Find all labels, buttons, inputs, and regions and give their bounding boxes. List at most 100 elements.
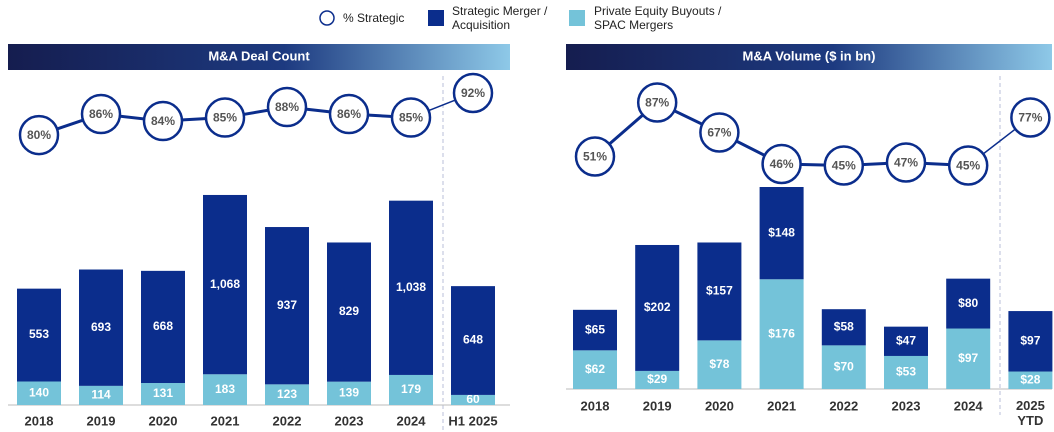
data-label: 114 (91, 388, 111, 402)
x-tick-label: H1 2025 (448, 413, 497, 428)
data-label: 123 (277, 387, 297, 401)
data-label: 45% (956, 159, 980, 173)
data-label: 1,038 (396, 280, 426, 294)
data-label: 648 (463, 333, 483, 347)
bar-segment (884, 326, 928, 356)
bar-segment (203, 374, 247, 405)
bar-segment (141, 270, 185, 384)
x-tick-label: 2024 (954, 398, 984, 413)
bar-segment (697, 242, 742, 341)
x-tick-label: 2018 (581, 398, 610, 413)
data-label: $202 (644, 300, 671, 314)
data-label: 668 (153, 319, 173, 333)
data-label: 85% (213, 111, 237, 125)
line-marker (80, 93, 122, 135)
data-label: 139 (339, 386, 359, 400)
line-marker (328, 93, 370, 135)
data-label: 84% (151, 114, 175, 128)
bar-segment (573, 309, 617, 351)
bar-segment (265, 227, 309, 385)
data-label: $97 (958, 351, 978, 365)
line-marker (574, 136, 616, 177)
x-tick-label: 2019 (643, 398, 672, 413)
bar-segment (203, 194, 247, 375)
line-marker (266, 86, 308, 128)
chart-title: M&A Volume ($ in bn) (743, 48, 876, 63)
bar-segment (759, 187, 804, 280)
x-tick-label: 2022 (273, 413, 302, 428)
x-tick-label: 2023 (892, 398, 921, 413)
data-label: 937 (277, 298, 297, 312)
legend-swatch-strategic (428, 10, 444, 26)
line-marker (947, 145, 989, 186)
data-label: $62 (585, 362, 605, 376)
legend-swatch-pe (569, 10, 585, 26)
header-bar (566, 44, 1052, 70)
bar-segment (759, 279, 804, 389)
data-label: $78 (709, 357, 729, 371)
data-label: 693 (91, 320, 111, 334)
data-label: $70 (834, 359, 854, 373)
bar-segment (946, 278, 991, 329)
bar-segment (635, 370, 680, 389)
bar-segment (884, 355, 928, 389)
data-label: 46% (770, 157, 794, 171)
data-label: 829 (339, 304, 359, 318)
data-label: $148 (768, 225, 795, 239)
x-tick-label: 2024 (397, 413, 427, 428)
data-label: $65 (585, 322, 605, 336)
x-tick-label: 2020 (149, 413, 178, 428)
legend-label: Private Equity Buyouts / SPAC Mergers (594, 4, 722, 32)
data-label: 88% (275, 100, 299, 114)
data-label: 77% (1018, 111, 1042, 125)
bar-segment (327, 381, 371, 405)
line-marker (390, 97, 432, 138)
data-label: 1,068 (210, 277, 240, 291)
legend-label: % Strategic (343, 11, 405, 25)
bar-segment (697, 340, 742, 389)
line-marker (761, 143, 802, 185)
bar-segment (821, 309, 866, 346)
line-marker (699, 112, 740, 153)
data-label: 45% (832, 159, 856, 173)
bar-segment (17, 381, 61, 405)
data-label: 86% (89, 107, 113, 121)
x-tick-label: 2023 (335, 413, 364, 428)
data-label: 60 (466, 392, 480, 406)
line-marker (885, 142, 927, 183)
bar-segment (327, 242, 371, 382)
data-label: 92% (461, 86, 485, 100)
bar-segment (1008, 371, 1053, 389)
bar-segment (141, 383, 185, 405)
data-label: 140 (29, 385, 49, 399)
x-tick-label: 2025 YTD (1016, 398, 1045, 428)
data-label: 179 (401, 382, 421, 396)
bar-segment (389, 200, 433, 375)
bar-segment (451, 286, 495, 395)
data-label: $28 (1020, 372, 1040, 386)
bar-segment (79, 385, 123, 405)
data-label: 553 (29, 327, 49, 341)
line-marker (18, 114, 60, 156)
line-marker (636, 82, 678, 123)
bar-segment (635, 244, 680, 371)
data-label: $47 (896, 333, 916, 347)
line-marker (452, 72, 494, 114)
bar-segment (389, 374, 433, 405)
line-marker (1010, 97, 1051, 138)
data-label: 80% (27, 128, 51, 142)
data-label: 86% (337, 107, 361, 121)
data-label: $29 (647, 372, 667, 386)
bar-segment (79, 269, 123, 386)
x-tick-label: 2021 (211, 413, 240, 428)
bar-segment (573, 350, 617, 389)
legend-swatch-line (319, 10, 335, 26)
data-label: 67% (707, 126, 731, 140)
x-tick-label: 2019 (87, 413, 116, 428)
data-label: $80 (958, 296, 978, 310)
line-marker (142, 100, 184, 142)
x-tick-label: 2018 (25, 413, 54, 428)
data-label: 131 (153, 386, 173, 400)
